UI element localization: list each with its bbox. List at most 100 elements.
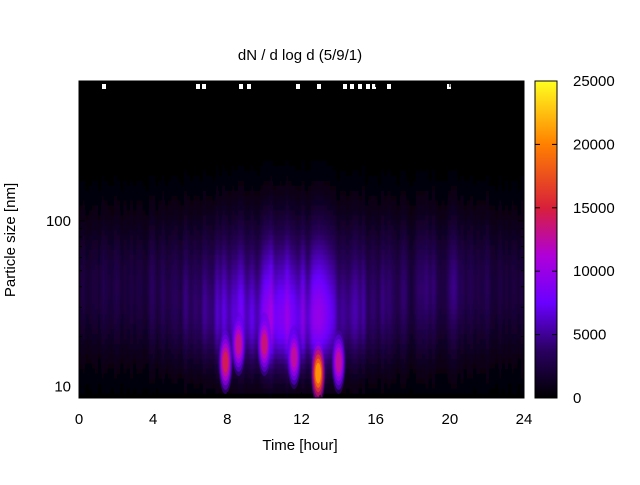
heat-cell bbox=[104, 373, 109, 379]
heat-cell bbox=[145, 313, 150, 320]
heat-cell bbox=[123, 135, 128, 142]
heat-cell bbox=[314, 244, 318, 250]
heat-cell bbox=[126, 219, 131, 226]
heat-cell bbox=[295, 229, 299, 236]
heat-cell bbox=[263, 298, 268, 305]
heat-cell bbox=[311, 259, 315, 265]
heat-cell bbox=[120, 110, 125, 117]
heat-cell bbox=[250, 160, 255, 166]
heat-cell bbox=[237, 244, 242, 250]
heat-cell bbox=[260, 393, 264, 398]
heat-cell bbox=[311, 303, 315, 310]
heat-cell bbox=[180, 274, 185, 280]
heat-cell bbox=[231, 160, 236, 166]
heat-cell bbox=[158, 239, 163, 246]
heat-cell bbox=[142, 318, 147, 325]
heat-cell bbox=[317, 110, 322, 117]
heat-cell bbox=[183, 194, 188, 201]
heat-cell bbox=[117, 328, 121, 335]
heat-cell bbox=[241, 209, 245, 216]
heat-cell bbox=[79, 194, 83, 201]
heat-cell bbox=[133, 279, 137, 285]
heat-cell bbox=[180, 234, 185, 241]
heat-cell bbox=[104, 81, 109, 87]
heat-cell bbox=[133, 328, 137, 335]
heat-cell bbox=[307, 185, 312, 191]
heat-cell bbox=[285, 105, 290, 112]
heat-cell bbox=[301, 368, 306, 374]
heat-cell bbox=[190, 388, 195, 394]
heat-cell bbox=[120, 343, 125, 350]
heat-cell bbox=[193, 165, 198, 171]
heat-cell bbox=[193, 185, 198, 191]
heat-cell bbox=[218, 170, 223, 176]
heat-cell bbox=[117, 165, 121, 171]
heat-cell bbox=[199, 125, 204, 132]
heat-cell bbox=[304, 229, 309, 236]
heat-cell bbox=[148, 249, 153, 255]
heat-cell bbox=[304, 110, 309, 117]
heat-cell bbox=[180, 249, 185, 255]
heat-cell bbox=[133, 130, 137, 137]
heat-cell bbox=[320, 298, 325, 305]
heat-cell bbox=[253, 135, 258, 142]
heat-cell bbox=[152, 199, 156, 206]
heat-cell bbox=[282, 219, 287, 226]
heat-cell bbox=[104, 274, 109, 280]
heat-cell bbox=[247, 298, 252, 305]
heat-cell bbox=[79, 308, 83, 315]
heat-cell bbox=[288, 313, 293, 320]
heat-cell bbox=[98, 313, 102, 320]
heat-cell bbox=[250, 378, 255, 384]
heat-cell bbox=[139, 130, 144, 137]
heat-cell bbox=[272, 363, 277, 369]
heat-cell bbox=[126, 125, 131, 132]
heat-cell bbox=[298, 140, 303, 146]
heat-cell bbox=[298, 378, 303, 384]
heat-cell bbox=[266, 393, 271, 398]
heat-cell bbox=[174, 298, 179, 305]
heat-cell bbox=[307, 189, 312, 196]
heat-cell bbox=[260, 115, 264, 122]
heat-cell bbox=[202, 264, 207, 270]
heat-cell bbox=[85, 140, 90, 146]
heat-cell bbox=[215, 284, 220, 290]
heat-cell bbox=[190, 383, 195, 389]
heat-cell bbox=[311, 269, 315, 275]
heat-cell bbox=[311, 110, 315, 117]
heat-cell bbox=[304, 160, 309, 166]
heat-cell bbox=[266, 185, 271, 191]
heat-cell bbox=[98, 115, 102, 122]
heat-cell bbox=[218, 373, 223, 379]
heat-cell bbox=[110, 170, 115, 176]
heat-cell bbox=[168, 264, 172, 270]
heat-cell bbox=[231, 393, 236, 398]
heat-cell bbox=[126, 165, 131, 171]
heat-cell bbox=[171, 189, 175, 196]
heat-cell bbox=[193, 378, 198, 384]
heat-cell bbox=[228, 194, 233, 201]
heat-cell bbox=[307, 175, 312, 181]
heat-cell bbox=[196, 155, 201, 161]
heat-cell bbox=[244, 254, 249, 260]
heat-cell bbox=[288, 120, 293, 127]
heat-cell bbox=[190, 160, 195, 166]
heat-cell bbox=[177, 353, 182, 359]
heat-cell bbox=[98, 303, 102, 310]
heat-cell bbox=[228, 234, 233, 241]
heat-cell bbox=[225, 313, 229, 320]
heat-cell bbox=[104, 393, 109, 398]
heat-cell bbox=[199, 199, 204, 206]
heat-cell bbox=[266, 289, 271, 295]
heat-cell bbox=[187, 388, 191, 394]
heat-cell bbox=[98, 135, 102, 142]
heat-cell bbox=[307, 298, 312, 305]
heat-cell bbox=[155, 368, 160, 374]
heat-cell bbox=[231, 224, 236, 231]
heat-cell bbox=[98, 338, 102, 345]
heat-cell bbox=[136, 115, 140, 122]
heat-cell bbox=[209, 145, 214, 151]
heat-cell bbox=[152, 353, 156, 359]
heat-cell bbox=[145, 259, 150, 265]
